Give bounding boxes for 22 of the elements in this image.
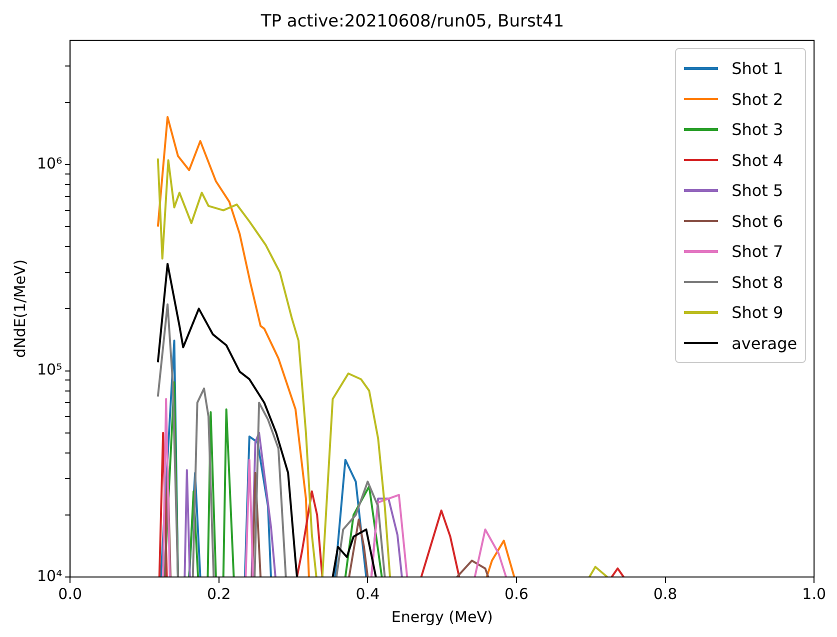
legend-label: Shot 4: [732, 150, 784, 170]
chart-title: TP active:20210608/run05, Burst41: [260, 12, 564, 32]
legend-label: Shot 8: [732, 272, 784, 292]
legend-label: Shot 2: [732, 90, 784, 109]
legend-label: Shot 9: [732, 303, 784, 322]
y-tick-label: 10⁵: [36, 360, 62, 379]
x-tick-label: 0.8: [653, 584, 678, 603]
y-tick-label: 10⁴: [36, 566, 62, 585]
y-tick-label: 10⁶: [36, 154, 62, 172]
x-tick-label: 0.0: [58, 584, 82, 603]
legend-label: Shot 1: [732, 59, 784, 78]
y-axis-title: dNdE(1/MeV): [10, 259, 29, 358]
legend-label: Shot 3: [732, 120, 784, 140]
x-tick-label: 1.0: [802, 584, 826, 603]
legend-label: Shot 7: [732, 242, 784, 262]
x-tick-label: 0.2: [206, 584, 231, 603]
x-tick-label: 0.6: [504, 584, 528, 603]
legend-label: average: [732, 334, 798, 353]
legend-label: Shot 6: [732, 212, 784, 231]
x-axis-title: Energy (MeV): [391, 608, 493, 626]
legend-label: Shot 5: [732, 181, 784, 200]
x-tick-label: 0.4: [356, 584, 380, 603]
